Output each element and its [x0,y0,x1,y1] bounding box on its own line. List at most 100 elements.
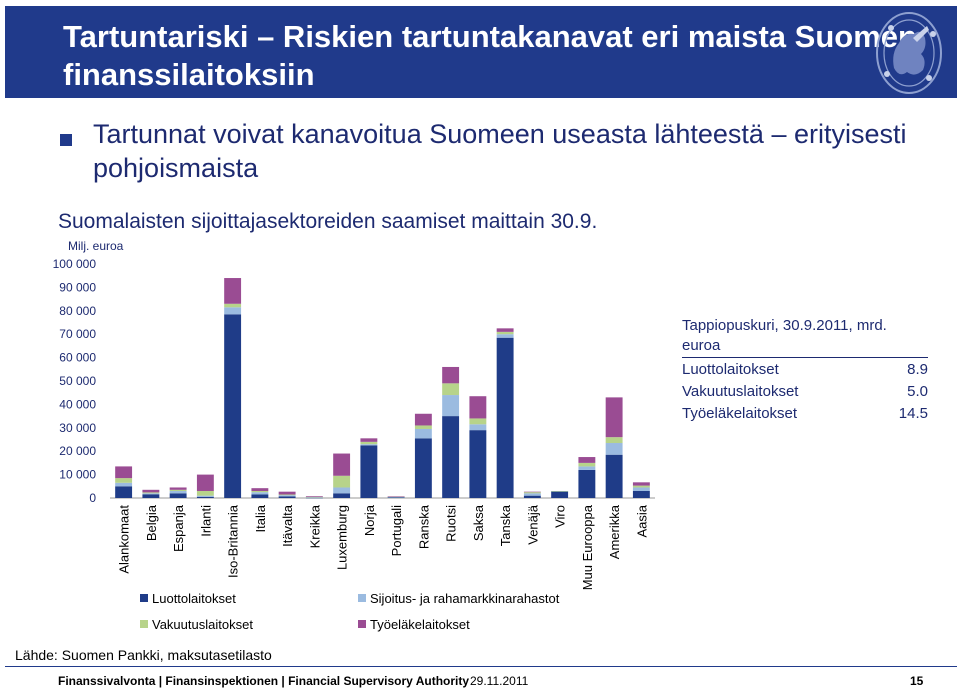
bar-segment [387,497,405,498]
lion-crest-icon [876,12,942,94]
info-title: Tappiopuskuri, 30.9.2011, mrd. euroa [682,316,928,358]
bar-segment [142,494,160,498]
legend-swatch [358,594,366,602]
bar-segment [278,495,296,497]
bar-segment [142,489,160,493]
bar-segment [469,396,487,419]
bar-segment [251,494,269,498]
bar-segment [496,331,514,335]
bar-segment [523,491,541,493]
bar-segment [169,493,187,498]
footer-text: Finanssivalvonta | Finansinspektionen | … [58,674,470,688]
bar-segment [414,438,432,498]
bar-segment [414,425,432,429]
info-row-credit: Luottolaitokset 8.9 [682,359,928,381]
bar-segment [224,314,242,498]
x-tick-label: Tanska [498,504,513,546]
bar-segment [169,487,187,490]
bar-segment [523,492,541,494]
bar-segment [360,444,378,446]
legend-label: Vakuutuslaitokset [152,617,253,632]
bullet-marker [60,134,72,146]
x-tick-label: Saksa [471,504,486,541]
info-row-label: Luottolaitokset [682,361,779,378]
bar-segment [142,493,160,495]
bar-segment [442,383,460,396]
bar-segment [224,307,242,315]
bar-segment [442,395,460,417]
bar-segment [632,482,650,486]
x-tick-label: Venäjä [525,504,540,545]
legend-label: Luottolaitokset [152,591,236,606]
x-tick-label: Irlanti [198,505,213,537]
x-tick-label: Iso-Britannia [226,504,241,578]
y-tick-label: 30 000 [59,421,96,435]
y-tick-label: 0 [89,491,96,505]
bar-segment [605,437,623,444]
y-axis-label: Milj. euroa [68,239,124,253]
bar-segment [251,492,269,495]
bar-segment [251,488,269,491]
x-tick-label: Muu Eurooppa [580,504,595,590]
y-tick-label: 80 000 [59,304,96,318]
bar-segment [578,469,596,498]
legend-swatch [140,620,148,628]
title-bar: Tartuntariski – Riskien tartuntakanavat … [5,6,957,98]
info-row-insurance: Vakuutuslaitokset 5.0 [682,381,928,403]
bar-segment [442,416,460,498]
buffer-info-box: Tappiopuskuri, 30.9.2011, mrd. euroa Luo… [682,316,928,425]
bar-segment [496,328,514,332]
bar-segment [305,496,323,497]
bar-segment [142,492,160,494]
bar-segment [115,478,133,483]
bullet-text: Tartunnat voivat kanavoitua Suomeen usea… [93,119,907,183]
bar-segment [414,413,432,426]
x-tick-label: Luxemburg [335,505,350,570]
bar-segment [360,441,378,445]
bar-segment [605,454,623,498]
bar-segment [305,497,323,499]
x-tick-label: Amerikka [607,504,622,559]
bar-segment [196,496,214,498]
legend-swatch [140,594,148,602]
legend-label: Sijoitus- ja rahamarkkinarahastot [370,591,560,606]
footer-date: 29.11.2011 [470,674,529,688]
x-tick-label: Belgia [144,504,159,541]
bar-segment [469,418,487,425]
bar-segment [469,430,487,498]
bar-segment [496,334,514,338]
legend-swatch [358,620,366,628]
info-row-value: 5.0 [907,383,928,400]
bar-segment [305,496,323,498]
info-row-label: Työeläkelaitokset [682,405,798,422]
bar-segment [251,490,269,493]
x-tick-label: Viro [553,505,568,528]
info-row-value: 14.5 [898,405,928,422]
bar-segment [333,487,351,494]
bar-segment [333,493,351,498]
x-tick-label: Norja [362,504,377,536]
bar-segment [523,493,541,496]
y-tick-label: 100 000 [53,257,97,271]
bar-segment [578,457,596,463]
y-tick-label: 10 000 [59,468,96,482]
bar-segment [360,445,378,498]
bar-segment [224,278,242,304]
bar-segment [632,490,650,498]
legend-label: Työeläkelaitokset [370,617,470,632]
bar-segment [578,466,596,470]
x-tick-label: Alankomaat [117,505,132,574]
info-row-value: 8.9 [907,361,928,378]
bar-segment [605,397,623,438]
bar-segment [115,466,133,479]
bar-segment [278,494,296,496]
bar-segment [196,495,214,497]
bar-segment [115,482,133,487]
x-tick-label: Ruotsi [444,505,459,542]
bar-segment [632,487,650,491]
chart-title: Suomalaisten sijoittajasektoreiden saami… [58,210,598,233]
x-tick-label: Itävalta [280,504,295,547]
bar-segment [551,490,569,492]
bar-segment [605,443,623,455]
